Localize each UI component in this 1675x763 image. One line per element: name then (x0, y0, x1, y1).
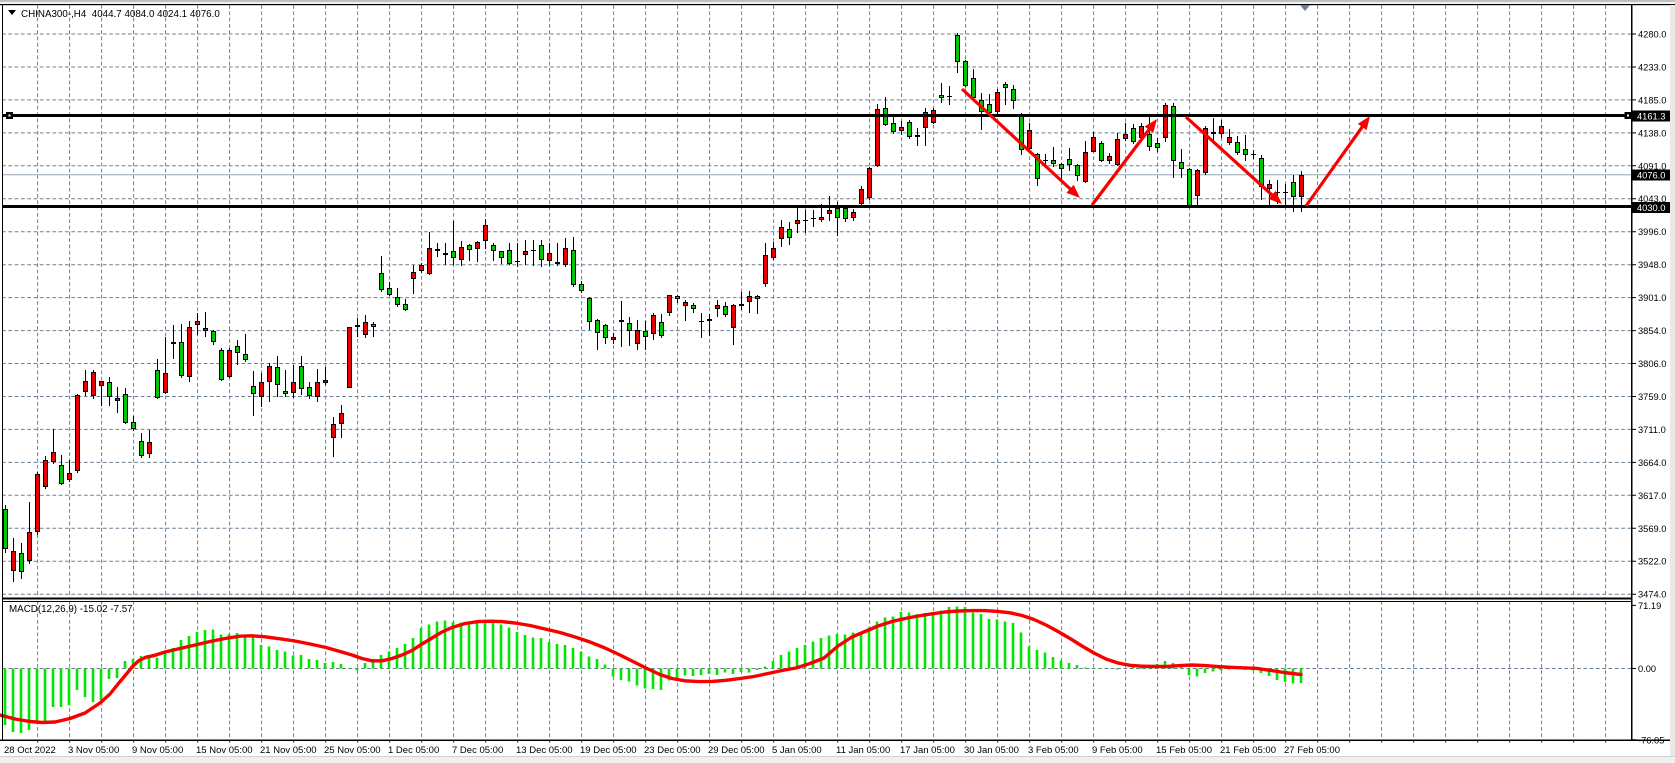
svg-text:3948.0: 3948.0 (1638, 260, 1666, 270)
svg-text:3664.0: 3664.0 (1638, 458, 1666, 468)
svg-text:4030.0: 4030.0 (1637, 203, 1665, 213)
svg-text:9 Feb 05:00: 9 Feb 05:00 (1092, 745, 1143, 756)
svg-text:3996.0: 3996.0 (1638, 227, 1666, 237)
svg-text:3854.0: 3854.0 (1638, 326, 1666, 336)
svg-text:71.19: 71.19 (1638, 601, 1661, 611)
svg-text:27 Feb 05:00: 27 Feb 05:00 (1284, 745, 1340, 756)
svg-text:19 Dec 05:00: 19 Dec 05:00 (580, 745, 637, 756)
svg-text:3 Nov 05:00: 3 Nov 05:00 (68, 745, 119, 756)
svg-text:3474.0: 3474.0 (1638, 590, 1666, 600)
svg-text:CHINA300-,H4 4044.7 4084.0 40: CHINA300-,H4 4044.7 4084.0 4024.1 4076.0 (21, 9, 220, 20)
svg-text:30 Jan 05:00: 30 Jan 05:00 (964, 745, 1019, 756)
svg-text:4185.0: 4185.0 (1638, 95, 1666, 105)
svg-text:15 Nov 05:00: 15 Nov 05:00 (196, 745, 253, 756)
svg-text:MACD(12,26,9) -15.02 -7.57: MACD(12,26,9) -15.02 -7.57 (9, 604, 133, 615)
svg-text:4280.0: 4280.0 (1638, 30, 1666, 40)
svg-text:23 Dec 05:00: 23 Dec 05:00 (644, 745, 701, 756)
svg-text:11 Jan 05:00: 11 Jan 05:00 (836, 745, 890, 756)
svg-text:4138.0: 4138.0 (1638, 128, 1666, 138)
svg-text:3522.0: 3522.0 (1638, 557, 1666, 567)
svg-text:4091.0: 4091.0 (1638, 161, 1666, 171)
svg-text:3617.0: 3617.0 (1638, 491, 1666, 501)
svg-text:28 Oct 2022: 28 Oct 2022 (4, 745, 56, 756)
svg-text:3901.0: 3901.0 (1638, 293, 1666, 303)
svg-text:1 Dec 05:00: 1 Dec 05:00 (388, 745, 439, 756)
svg-text:9 Nov 05:00: 9 Nov 05:00 (132, 745, 183, 756)
svg-text:4043.0: 4043.0 (1638, 194, 1666, 204)
svg-text:15 Feb 05:00: 15 Feb 05:00 (1156, 745, 1212, 756)
svg-text:5 Jan 05:00: 5 Jan 05:00 (772, 745, 822, 756)
svg-text:17 Jan 05:00: 17 Jan 05:00 (900, 745, 955, 756)
svg-text:13 Dec 05:00: 13 Dec 05:00 (516, 745, 573, 756)
svg-text:-76.05: -76.05 (1638, 735, 1664, 745)
svg-text:7 Dec 05:00: 7 Dec 05:00 (452, 745, 503, 756)
svg-text:4161.3: 4161.3 (1637, 112, 1665, 122)
svg-text:21 Nov 05:00: 21 Nov 05:00 (260, 745, 317, 756)
svg-text:4233.0: 4233.0 (1638, 63, 1666, 73)
svg-text:4076.0: 4076.0 (1637, 171, 1665, 181)
svg-text:3 Feb 05:00: 3 Feb 05:00 (1028, 745, 1079, 756)
svg-text:0.00: 0.00 (1638, 664, 1656, 674)
svg-text:21 Feb 05:00: 21 Feb 05:00 (1220, 745, 1276, 756)
svg-text:3711.0: 3711.0 (1638, 425, 1666, 435)
svg-text:3569.0: 3569.0 (1638, 524, 1666, 534)
svg-text:29 Dec 05:00: 29 Dec 05:00 (708, 745, 765, 756)
svg-text:3806.0: 3806.0 (1638, 359, 1666, 369)
svg-text:3759.0: 3759.0 (1638, 392, 1666, 402)
svg-text:25 Nov 05:00: 25 Nov 05:00 (324, 745, 381, 756)
